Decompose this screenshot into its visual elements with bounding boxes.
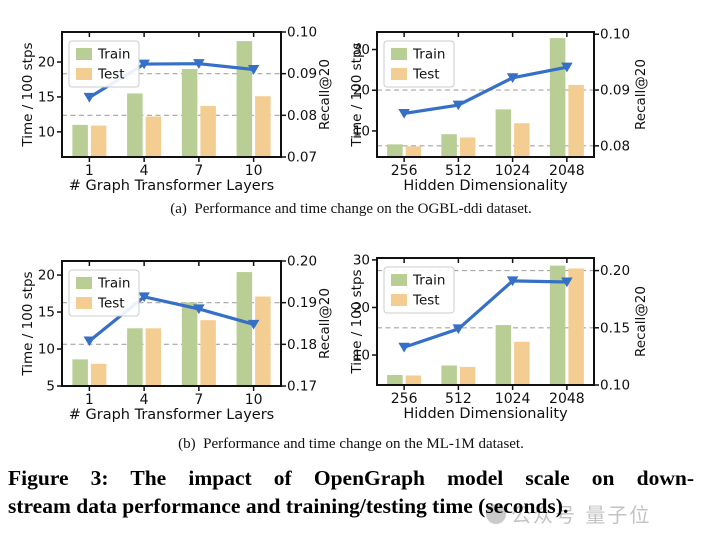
subcaption-b: (b) Performance and time change on the M… (178, 436, 524, 452)
svg-text:4: 4 (140, 392, 149, 408)
svg-text:Recall@20: Recall@20 (633, 59, 649, 130)
svg-text:256: 256 (391, 163, 418, 179)
figure-caption-line-1: Figure 3: The impact of OpenGraph model … (8, 466, 694, 490)
svg-text:1024: 1024 (495, 391, 531, 407)
svg-text:Hidden Dimensionality: Hidden Dimensionality (403, 406, 568, 422)
svg-text:Train: Train (412, 273, 445, 289)
svg-text:30: 30 (353, 42, 370, 58)
svg-text:20: 20 (38, 55, 55, 71)
svg-text:0.17: 0.17 (287, 379, 317, 395)
svg-text:# Graph Transformer Layers: # Graph Transformer Layers (69, 178, 274, 194)
svg-text:Test: Test (97, 296, 125, 312)
svg-text:Time / 100 stps: Time / 100 stps (20, 42, 36, 147)
figure-caption-line-2: stream data performance and training/tes… (8, 494, 569, 518)
svg-text:256: 256 (391, 391, 418, 407)
svg-text:7: 7 (194, 163, 203, 179)
svg-text:Train: Train (97, 47, 130, 63)
svg-text:10: 10 (353, 123, 370, 139)
svg-text:512: 512 (445, 391, 472, 407)
svg-text:# Graph Transformer Layers: # Graph Transformer Layers (69, 407, 274, 423)
svg-text:5: 5 (46, 379, 55, 395)
svg-text:0.20: 0.20 (287, 254, 317, 270)
subcaption-a: (a) Performance and time change on the O… (170, 201, 532, 217)
svg-text:Time / 100 stps: Time / 100 stps (20, 271, 36, 376)
svg-text:20: 20 (353, 300, 370, 316)
svg-text:0.20: 0.20 (600, 263, 630, 279)
svg-text:Time / 100 stps: Time / 100 stps (351, 42, 365, 147)
svg-text:Time / 100 stps: Time / 100 stps (351, 269, 365, 374)
svg-text:30: 30 (353, 252, 370, 268)
svg-text:Train: Train (412, 47, 445, 63)
svg-text:Test: Test (412, 67, 440, 83)
svg-text:1024: 1024 (495, 163, 531, 179)
svg-text:Recall@20: Recall@20 (317, 288, 333, 359)
svg-text:Hidden Dimensionality: Hidden Dimensionality (403, 178, 568, 194)
svg-text:7: 7 (194, 392, 203, 408)
svg-text:10: 10 (245, 392, 263, 408)
svg-text:0.08: 0.08 (600, 138, 630, 154)
svg-text:1: 1 (85, 163, 94, 179)
svg-text:2048: 2048 (549, 391, 585, 407)
svg-text:0.10: 0.10 (600, 378, 630, 394)
svg-text:15: 15 (38, 305, 55, 321)
svg-text:10: 10 (38, 124, 55, 140)
svg-text:15: 15 (38, 89, 55, 105)
figure-caption: Figure 3: The impact of OpenGraph model … (8, 464, 694, 520)
svg-text:10: 10 (38, 342, 55, 358)
svg-text:1: 1 (85, 392, 94, 408)
svg-text:10: 10 (353, 348, 370, 364)
svg-text:Test: Test (97, 67, 125, 83)
svg-text:0.15: 0.15 (600, 320, 630, 336)
svg-text:0.07: 0.07 (287, 150, 317, 166)
svg-text:0.18: 0.18 (287, 337, 317, 353)
svg-text:Recall@20: Recall@20 (317, 59, 333, 130)
svg-text:2048: 2048 (549, 163, 585, 179)
svg-text:20: 20 (353, 83, 370, 99)
svg-text:10: 10 (245, 163, 263, 179)
svg-text:512: 512 (445, 163, 472, 179)
svg-text:4: 4 (140, 163, 149, 179)
svg-text:0.09: 0.09 (287, 66, 317, 82)
watermark: 公众号 量子位 (486, 499, 651, 528)
svg-text:0.10: 0.10 (287, 25, 317, 41)
svg-text:Recall@20: Recall@20 (633, 286, 649, 357)
watermark-text: 公众号 量子位 (511, 503, 652, 527)
svg-text:Train: Train (97, 276, 130, 292)
svg-text:0.10: 0.10 (600, 27, 630, 43)
watermark-logo-icon (486, 503, 506, 524)
svg-text:Test: Test (412, 293, 440, 309)
svg-text:0.19: 0.19 (287, 295, 317, 311)
svg-text:0.09: 0.09 (600, 83, 630, 99)
svg-text:0.08: 0.08 (287, 108, 317, 124)
svg-text:20: 20 (38, 268, 55, 284)
